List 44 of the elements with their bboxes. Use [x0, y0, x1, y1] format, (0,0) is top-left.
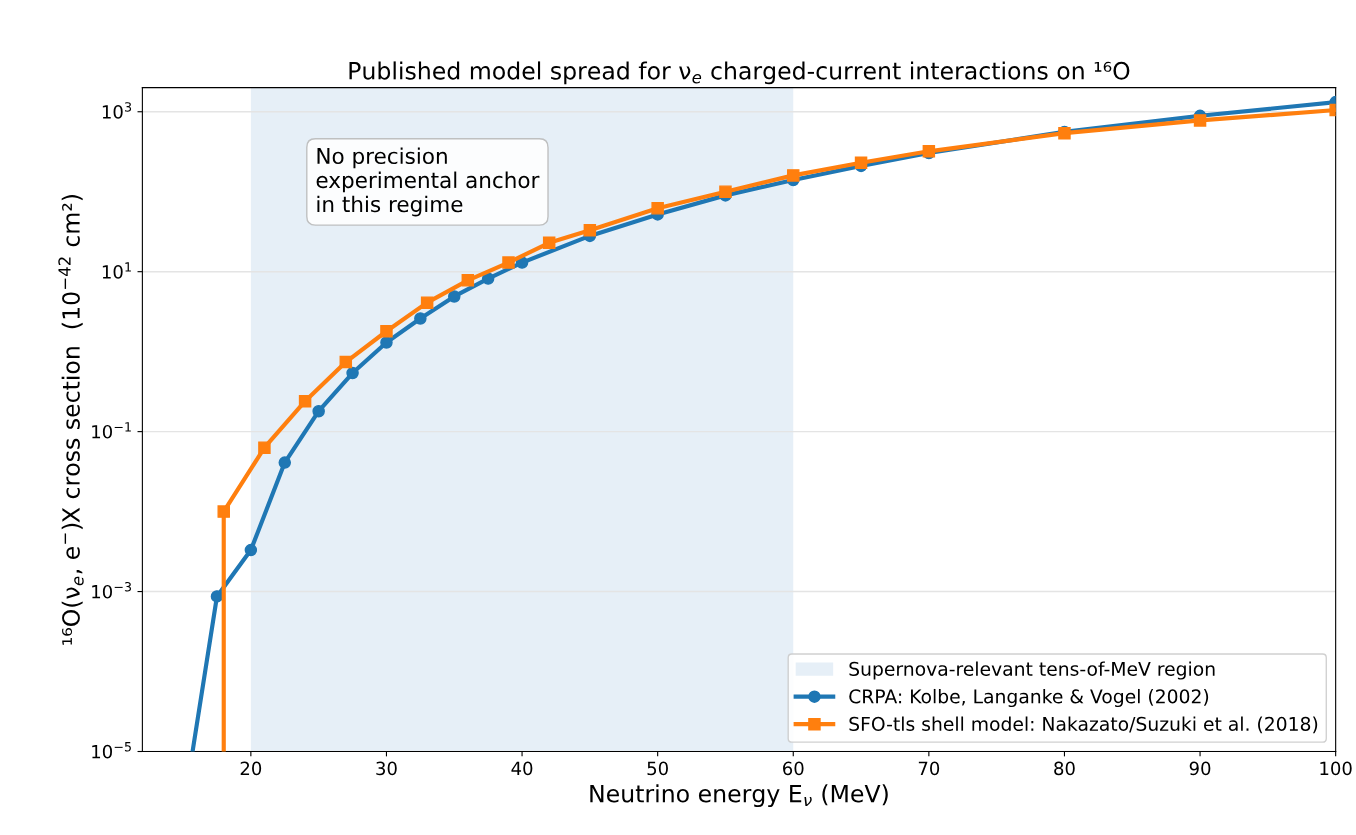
point: [420, 296, 434, 309]
x-tick-label: 100: [1320, 761, 1352, 776]
point: [298, 394, 312, 408]
point: [210, 590, 224, 603]
y-axis-title: ¹⁶O(ν$_{e}$, e$^{−}$)X cross section (10$^{−42}$ cm²): [58, 195, 84, 645]
y-tick-label: 10$^{3}$: [102, 102, 132, 119]
point: [380, 324, 393, 338]
band-label: Supernova-relevant tens-of-MeV region: [849, 661, 1215, 680]
x-tick-label: 80: [1054, 761, 1075, 776]
x-tick-label: 90: [1189, 761, 1211, 776]
x-tick-label: 30: [376, 761, 397, 776]
y-tick-label: 10$^{−3}$: [92, 581, 131, 599]
y-tick-label: 10$^{−5}$: [92, 742, 131, 759]
point: [481, 272, 495, 285]
y-tick-label: 10$^{−1}$: [92, 422, 131, 439]
annotation: No precision experimental anchor in this regime: [316, 147, 540, 217]
legend-label: CRPA: Kolbe, Langanke & Vogel (2002): [849, 688, 1209, 708]
point: [380, 336, 393, 349]
point: [339, 355, 353, 369]
point: [217, 505, 230, 518]
x-tick-label: 60: [783, 761, 804, 776]
point: [312, 404, 325, 418]
legend-label: SFO-tls shell model: Nakazato/Suzuki et al. (2018): [849, 716, 1318, 734]
point: [502, 256, 515, 269]
chart-title: Published model spread for ν$_{e}$ charged-current interactions on ¹⁶O: [349, 61, 1130, 85]
x-tick-label: 40: [511, 761, 533, 776]
point: [1193, 114, 1207, 127]
point: [278, 456, 292, 469]
point: [651, 202, 664, 215]
point: [787, 169, 800, 182]
point: [346, 366, 359, 380]
point: [258, 441, 271, 454]
point: [461, 274, 475, 287]
point: [542, 236, 556, 250]
point: [583, 223, 597, 237]
point: [414, 312, 427, 325]
x-tick-label: 50: [647, 761, 668, 776]
x-tick-label: 70: [918, 761, 940, 776]
point: [448, 290, 461, 303]
point: [719, 185, 732, 198]
y-tick-label: 10$^{1}$: [102, 262, 131, 279]
x-tick-label: 20: [240, 761, 262, 776]
x-axis-title: Neutrino energy E$_{ν}$ (MeV): [590, 784, 888, 808]
point: [244, 543, 258, 557]
